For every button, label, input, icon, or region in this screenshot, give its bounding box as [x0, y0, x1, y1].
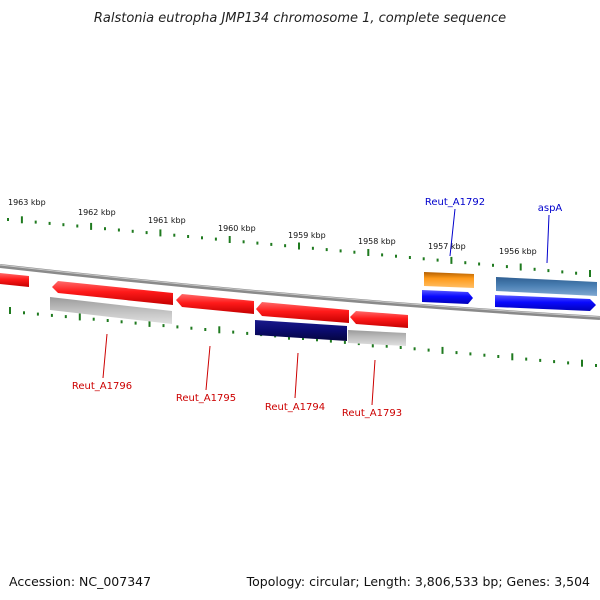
map-title: Ralstonia eutropha JMP134 chromosome 1, … — [94, 11, 506, 26]
gene-reut-a1794-navy[interactable] — [255, 320, 347, 341]
gene-reut-a1792[interactable] — [422, 290, 473, 304]
scale-label-1959: 1959 kbp — [288, 231, 326, 240]
gene-reut-a1794[interactable] — [256, 302, 349, 323]
gene-aspa-steelblue[interactable] — [496, 277, 597, 296]
gene-reut-a1793-grey[interactable] — [348, 330, 406, 346]
label-reut-a1794[interactable]: Reut_A1794 — [265, 402, 325, 413]
gene-reut-a1792-orange[interactable] — [424, 272, 474, 288]
leader-reut-a1792 — [449, 208, 456, 257]
scale-label-1956: 1956 kbp — [499, 247, 537, 256]
chromosome-backbone — [0, 264, 600, 320]
gene-reut-a1796-grey[interactable] — [50, 297, 172, 324]
gene-reut-a1796[interactable] — [52, 281, 173, 305]
leader-reut-a1794 — [294, 352, 299, 399]
label-reut-a1795[interactable]: Reut_A1795 — [176, 393, 236, 404]
scale-label-1962: 1962 kbp — [78, 208, 116, 217]
accession-text: Accession: NC_007347 — [9, 574, 152, 589]
leader-reut-a1796 — [102, 333, 108, 379]
scale-label-1960: 1960 kbp — [218, 224, 256, 233]
outer-tick-track — [7, 216, 591, 277]
chromosome-backbone-highlight — [0, 264, 600, 318]
label-aspa[interactable]: aspA — [538, 203, 563, 214]
scale-label-1963: 1963 kbp — [8, 198, 46, 207]
gene-reut-a1793[interactable] — [350, 311, 408, 328]
label-reut-a1792[interactable]: Reut_A1792 — [425, 197, 485, 208]
gene-reut-a1795[interactable] — [176, 294, 254, 314]
label-reut-a1793[interactable]: Reut_A1793 — [342, 408, 402, 419]
scale-label-1957: 1957 kbp — [428, 242, 466, 251]
leader-reut-a1793 — [371, 359, 376, 406]
gene-aspa[interactable] — [495, 295, 596, 311]
label-reut-a1796[interactable]: Reut_A1796 — [72, 381, 132, 392]
scale-labels: 1963 kbp 1962 kbp 1961 kbp 1960 kbp 1959… — [8, 198, 537, 256]
gene-left-edge[interactable] — [0, 273, 29, 287]
scale-label-1961: 1961 kbp — [148, 216, 186, 225]
inner-tick-track — [9, 307, 597, 367]
leader-aspa — [546, 214, 550, 264]
scale-label-1958: 1958 kbp — [358, 237, 396, 246]
leader-reut-a1795 — [205, 345, 211, 391]
topology-text: Topology: circular; Length: 3,806,533 bp… — [246, 574, 590, 589]
